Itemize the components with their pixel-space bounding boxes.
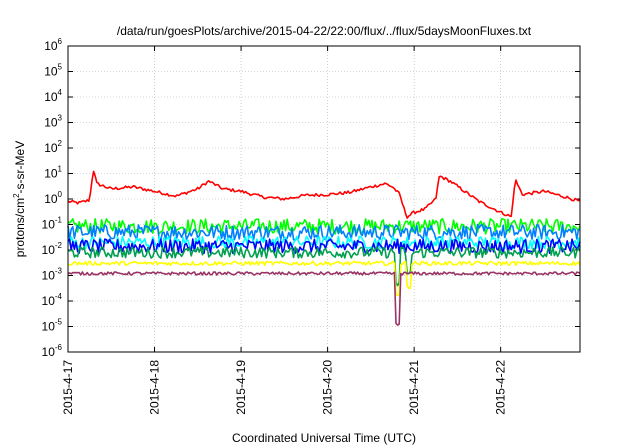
- y-tick-label: 10-3: [42, 267, 63, 283]
- y-tick-label: 10-2: [42, 241, 63, 257]
- y-tick-label: 105: [44, 63, 62, 79]
- x-tick-label: 2015-4-21: [407, 360, 421, 415]
- series-line-7: [67, 271, 581, 326]
- y-tick-label: 101: [44, 165, 62, 181]
- grid-lines: [67, 45, 580, 353]
- y-tick-label: 10-5: [42, 318, 63, 334]
- series-line-3: [67, 235, 581, 250]
- x-tick-labels: 2015-4-17 2015-4-18 2015-4-19 2015-4-20 2015…: [61, 360, 508, 415]
- y-axis-label: protons/cm2-s-sr-MeV: [12, 141, 27, 257]
- y-tick-label: 10-1: [42, 216, 63, 232]
- y-tick-labels: 10-6 10-5 10-4 10-3 10-2 10-1 100 101 102 103 104 1…: [42, 37, 63, 359]
- y-tick-label: 103: [44, 114, 62, 130]
- y-tick-label: 102: [44, 139, 62, 155]
- series-line-4: [67, 238, 581, 255]
- x-tick-label: 2015-4-20: [321, 360, 335, 415]
- x-tick-label: 2015-4-19: [234, 360, 248, 415]
- series-line-1: [67, 217, 581, 235]
- series-lines: [67, 170, 581, 326]
- x-tick-label: 2015-4-18: [148, 360, 162, 415]
- series-line-6: [67, 260, 581, 297]
- x-tick-label: 2015-4-22: [494, 360, 508, 415]
- series-line-5: [67, 246, 581, 287]
- y-tick-label: 100: [44, 190, 62, 206]
- x-axis-label: Coordinated Universal Time (UTC): [232, 431, 416, 445]
- y-tick-label: 10-4: [42, 292, 63, 308]
- x-tick-label: 2015-4-17: [61, 360, 75, 415]
- chart-title: /data/run/goesPlots/archive/2015-04-22/2…: [117, 24, 532, 38]
- y-tick-label: 106: [44, 37, 62, 53]
- y-tick-label: 10-6: [42, 343, 63, 359]
- y-tick-label: 104: [44, 88, 62, 104]
- series-line-0: [67, 170, 581, 219]
- plot-frame: [67, 45, 581, 353]
